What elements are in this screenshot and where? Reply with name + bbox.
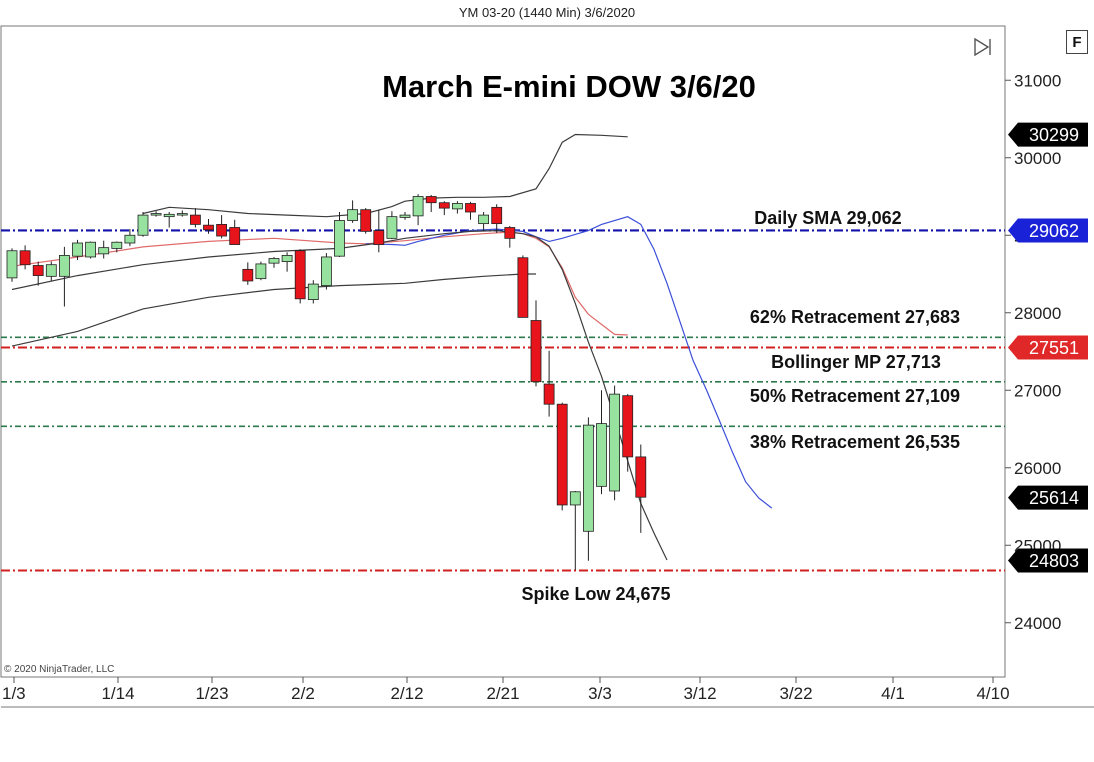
candle-body-33 <box>438 202 450 209</box>
price-badge-label-1: 29062 <box>1029 221 1079 241</box>
candle-body-10 <box>137 214 149 236</box>
candle-body-28 <box>373 230 385 245</box>
play-icon[interactable] <box>974 37 991 57</box>
chart-title: March E-mini DOW 3/6/20 <box>382 69 756 104</box>
x-tick-label-3: 2/2 <box>291 684 315 703</box>
price-badge-2 <box>1008 335 1088 360</box>
candle-body-16 <box>216 223 228 237</box>
candle-body-11 <box>150 213 162 216</box>
sma-line <box>365 216 773 509</box>
level-label-0: Daily SMA 29,062 <box>754 208 901 228</box>
candle-body-41 <box>543 383 555 405</box>
candle-body-36 <box>478 214 490 225</box>
x-tick-label-2: 1/23 <box>195 684 228 703</box>
candle-body-2 <box>32 265 44 276</box>
candle-body-32 <box>425 196 437 204</box>
level-label-4: 38% Retracement 26,535 <box>750 432 960 452</box>
candle-body-37 <box>491 206 503 225</box>
price-badge-label-0: 30299 <box>1029 125 1079 145</box>
candle-body-40 <box>530 320 542 383</box>
candle-body-15 <box>203 224 214 231</box>
y-tick-label-3: 27000 <box>1014 381 1061 400</box>
candle-body-13 <box>176 213 188 216</box>
candle-body-20 <box>268 258 280 264</box>
candle-body-38 <box>504 227 516 239</box>
x-tick-label-10: 4/10 <box>976 684 1009 703</box>
y-tick-label-4: 28000 <box>1014 304 1061 323</box>
candle-body-47 <box>622 395 634 458</box>
candle-body-29 <box>386 216 398 239</box>
candle-body-35 <box>465 203 476 213</box>
level-label-3: 50% Retracement 27,109 <box>750 386 960 406</box>
candle-body-25 <box>334 220 345 257</box>
price-badges: 30299 29062 27551 25614 24803 <box>1008 122 1088 573</box>
x-tick-label-8: 3/22 <box>779 684 812 703</box>
y-tick-label-6: 30000 <box>1014 149 1061 168</box>
candle-body-45 <box>596 423 607 487</box>
candle-body-48 <box>635 456 647 498</box>
candle-body-5 <box>72 242 83 257</box>
candle-body-17 <box>229 227 241 245</box>
x-tick-label-1: 1/14 <box>101 684 134 703</box>
candle-body-43 <box>569 491 581 506</box>
y-tick-label-0: 24000 <box>1014 614 1061 633</box>
candle-body-7 <box>98 247 110 255</box>
price-badge-label-3: 25614 <box>1029 488 1079 508</box>
chart-header: YM 03-20 (1440 Min) 3/6/2020 <box>458 5 636 20</box>
candle-body-24 <box>320 256 332 287</box>
x-tick-label-9: 4/1 <box>881 684 905 703</box>
candle-body-27 <box>360 209 372 232</box>
horizontal-levels <box>1 229 1005 572</box>
candle-body-26 <box>347 209 359 221</box>
candle-body-3 <box>45 264 57 277</box>
candle-body-44 <box>583 424 594 532</box>
candle-body-8 <box>111 241 123 249</box>
price-badge-0 <box>1008 122 1088 147</box>
candle-body-39 <box>517 257 529 318</box>
candle-body-34 <box>451 203 463 210</box>
price-axis: 2400025000260002700028000290003000031000 <box>1005 71 1061 633</box>
candle-body-31 <box>412 196 424 217</box>
price-badge-4 <box>1008 548 1088 573</box>
candle-body-4 <box>59 254 70 277</box>
candle-body-30 <box>399 214 411 218</box>
candle-body-9 <box>124 234 136 244</box>
candle-body-42 <box>556 403 568 506</box>
candle-body-12 <box>163 213 175 218</box>
candle-body-22 <box>294 250 306 300</box>
time-axis: 1/3 1/14 1/23 2/2 2/12 2/21 3/3 3/12 3/22 4/1 4/10 <box>2 677 1010 703</box>
price-badge-1 <box>1008 218 1088 243</box>
candle-body-46 <box>609 393 620 492</box>
bollinger-lower-band <box>11 273 536 347</box>
candle-body-1 <box>19 250 31 266</box>
candle-body-14 <box>189 214 201 225</box>
level-annotations: Daily SMA 29,062 62% Retracement 27,683 Bo… <box>521 208 960 604</box>
candles <box>6 194 647 571</box>
candle-body-23 <box>307 283 319 300</box>
level-label-2: Bollinger MP 27,713 <box>771 352 941 372</box>
level-label-5: Spike Low 24,675 <box>521 584 670 604</box>
level-label-1: 62% Retracement 27,683 <box>750 307 960 327</box>
y-tick-label-7: 31000 <box>1014 71 1061 90</box>
chart-menu-button[interactable]: F <box>1066 30 1088 54</box>
x-tick-label-7: 3/12 <box>683 684 716 703</box>
candle-body-18 <box>242 268 254 282</box>
price-badge-3 <box>1008 485 1088 510</box>
candle-body-6 <box>85 241 96 258</box>
y-tick-label-2: 26000 <box>1014 459 1061 478</box>
copyright-text: © 2020 NinjaTrader, LLC <box>4 664 114 675</box>
price-badge-label-4: 24803 <box>1029 551 1079 571</box>
candle-body-19 <box>255 263 267 280</box>
candle-body-21 <box>281 254 293 262</box>
candle-body-0 <box>6 250 18 279</box>
x-tick-label-5: 2/21 <box>486 684 519 703</box>
x-tick-label-0: 1/3 <box>2 684 26 703</box>
x-tick-label-6: 3/3 <box>588 684 612 703</box>
price-badge-label-2: 27551 <box>1029 338 1079 358</box>
x-tick-label-4: 2/12 <box>390 684 423 703</box>
